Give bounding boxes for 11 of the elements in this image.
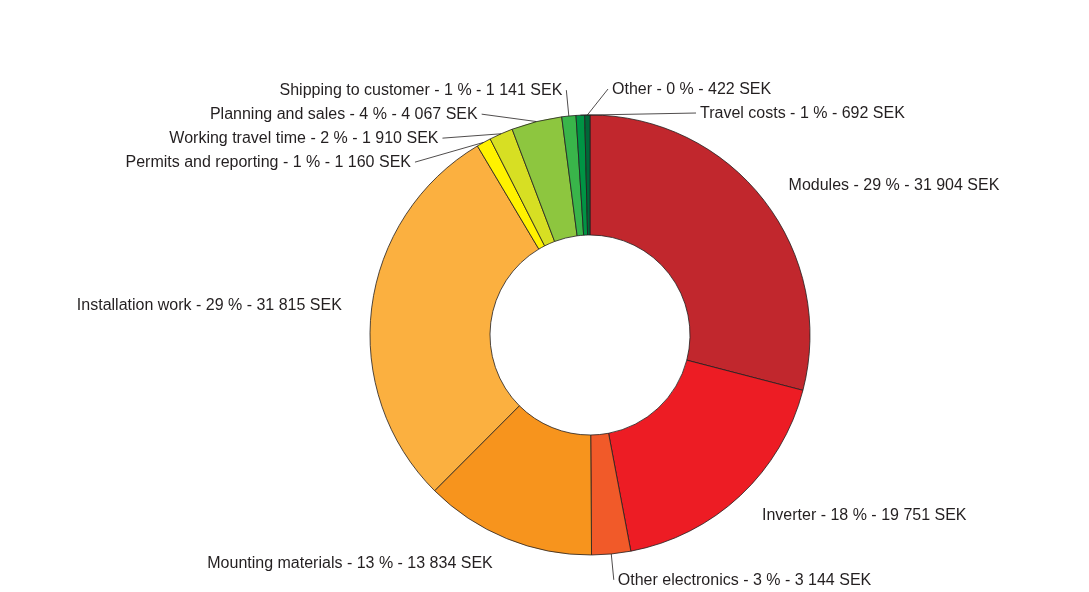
slice-label: Shipping to customer - 1 % - 1 141 SEK <box>279 81 563 99</box>
slice-label: Planning and sales - 4 % - 4 067 SEK <box>209 105 478 123</box>
slice-label: Working travel time - 2 % - 1 910 SEK <box>169 129 439 147</box>
slice-label: Other electronics - 3 % - 3 144 SEK <box>617 570 872 588</box>
slice-label: Modules - 29 % - 31 904 SEK <box>788 175 1000 193</box>
slice-label: Permits and reporting - 1 % - 1 160 SEK <box>125 153 412 171</box>
slice-label: Mounting materials - 13 % - 13 834 SEK <box>207 553 494 571</box>
slice-label: Installation work - 29 % - 31 815 SEK <box>76 295 343 313</box>
slice-label: Inverter - 18 % - 19 751 SEK <box>761 505 967 523</box>
slice-label: Other - 0 % - 422 SEK <box>612 80 772 98</box>
slice-label: Travel costs - 1 % - 692 SEK <box>700 104 906 122</box>
